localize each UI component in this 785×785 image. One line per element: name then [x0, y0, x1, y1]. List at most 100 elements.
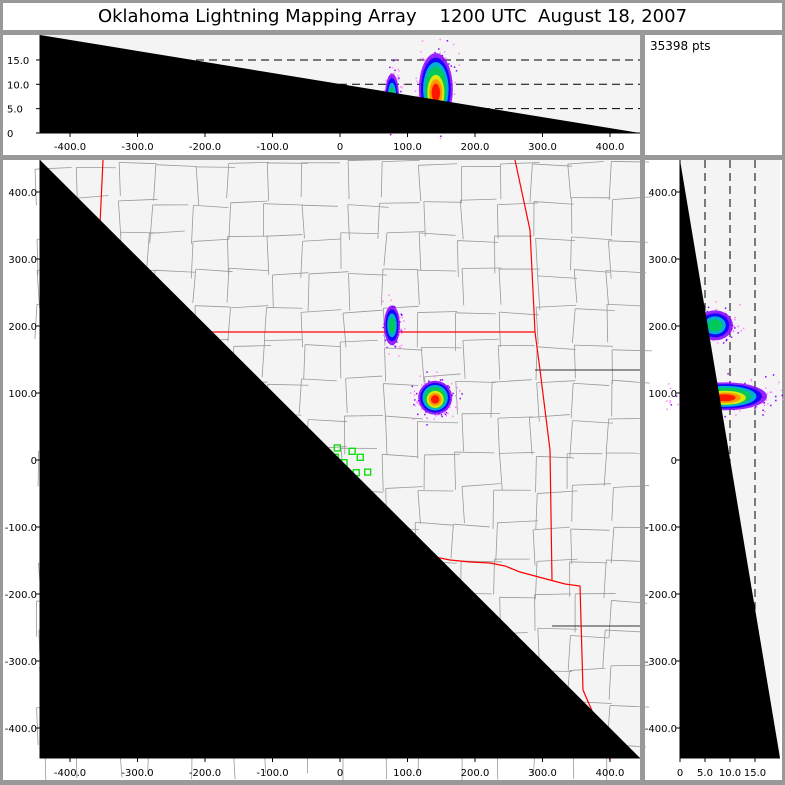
y-tick-label: 200.0 — [8, 322, 37, 333]
source-point — [428, 380, 430, 382]
y-tick-label: -300.0 — [5, 657, 37, 668]
county-line — [456, 240, 459, 277]
source-point — [445, 411, 448, 414]
source-point — [419, 375, 421, 377]
county-line — [303, 344, 306, 380]
source-point — [393, 72, 395, 75]
source-point — [770, 404, 772, 407]
source-point — [766, 393, 769, 395]
county-line — [537, 490, 578, 494]
county-line — [570, 383, 574, 419]
source-point — [762, 402, 765, 405]
source-point — [754, 408, 757, 411]
x-tick-label: 15.0 — [744, 768, 766, 779]
lma-station-marker — [364, 468, 372, 476]
source-point — [439, 379, 442, 381]
source-point — [755, 405, 757, 408]
source-point — [772, 374, 775, 376]
county-line — [499, 596, 536, 599]
source-point — [439, 52, 441, 55]
county-line — [535, 346, 538, 381]
source-point — [715, 308, 718, 311]
y-tick-label: -400.0 — [645, 724, 677, 735]
source-point — [447, 412, 449, 415]
county-line — [418, 163, 458, 166]
county-line — [226, 268, 230, 303]
county-line — [537, 628, 540, 662]
source-point — [403, 83, 405, 86]
source-point — [391, 66, 394, 69]
x-tick-label: -300.0 — [121, 142, 153, 153]
source-point — [730, 336, 733, 339]
source-point — [398, 70, 401, 72]
source-point — [424, 59, 426, 62]
source-point — [382, 300, 384, 303]
county-line — [610, 527, 615, 564]
county-line — [567, 164, 572, 199]
x-tick-label: 400.0 — [596, 142, 625, 153]
source-point — [666, 408, 669, 411]
county-line — [455, 312, 496, 315]
county-line — [417, 421, 458, 424]
source-point — [399, 347, 402, 349]
source-point — [385, 79, 387, 82]
county-line — [573, 345, 576, 379]
x-tick-label: 400.0 — [596, 768, 625, 779]
county-line — [572, 483, 611, 486]
county-line — [119, 162, 157, 165]
county-line — [461, 413, 464, 452]
source-point — [397, 78, 400, 81]
plot-title: Oklahoma Lightning Mapping Array 1200 UT… — [3, 3, 782, 30]
county-line — [347, 160, 350, 200]
county-line — [602, 630, 606, 669]
source-point — [707, 306, 710, 309]
county-line — [300, 309, 342, 313]
source-point — [426, 371, 428, 373]
source-point — [763, 404, 766, 407]
county-line — [377, 203, 380, 239]
county-line — [380, 161, 383, 198]
source-point — [441, 54, 444, 57]
county-line — [611, 161, 650, 163]
source-point — [455, 70, 458, 72]
point-count-panel: 35398 pts — [645, 35, 782, 155]
county-line — [573, 269, 578, 303]
y-tick-label: -200.0 — [5, 590, 37, 601]
source-point — [392, 59, 395, 62]
y-tick-label: 100.0 — [8, 389, 37, 400]
source-point — [666, 400, 668, 402]
county-line — [537, 275, 578, 279]
county-line — [420, 347, 425, 383]
county-line — [537, 275, 541, 311]
county-line — [608, 600, 612, 639]
source-point — [395, 58, 397, 61]
source-point — [398, 345, 401, 348]
source-point — [394, 345, 396, 348]
source-point — [420, 50, 422, 53]
source-point — [735, 414, 737, 416]
county-line — [193, 238, 230, 242]
source-point — [449, 406, 451, 409]
county-line — [384, 347, 387, 382]
county-line — [572, 420, 613, 424]
source-point — [443, 412, 445, 415]
county-line — [612, 349, 653, 352]
source-point — [403, 320, 405, 322]
county-line — [606, 303, 646, 307]
y-tick-label: -100.0 — [5, 523, 37, 534]
county-line — [461, 268, 465, 306]
source-point — [668, 383, 670, 385]
source-point — [399, 85, 402, 88]
county-line — [459, 200, 464, 240]
source-point — [398, 77, 400, 79]
county-line — [191, 205, 194, 245]
y-tick-label: 300.0 — [648, 255, 677, 266]
source-point — [421, 40, 424, 42]
county-line — [36, 707, 39, 745]
county-line — [227, 307, 231, 342]
county-line — [424, 373, 461, 378]
source-point — [416, 80, 418, 83]
x-tick-label: 0 — [337, 768, 343, 779]
county-line — [608, 665, 612, 700]
y-tick-label: 15.0 — [7, 56, 29, 67]
